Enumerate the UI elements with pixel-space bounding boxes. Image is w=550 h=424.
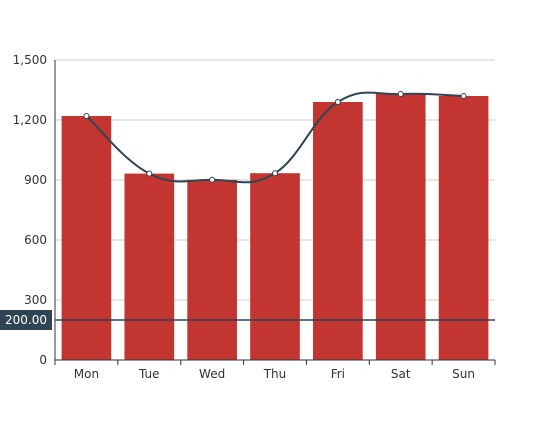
bar [250, 173, 300, 360]
line-point [397, 91, 404, 97]
reference-line-layer: 200.00 [0, 310, 495, 330]
y-tick-label: 900 [24, 173, 47, 187]
reference-line-label-bg [0, 310, 52, 330]
bar [61, 116, 112, 360]
bar [124, 173, 175, 360]
bar [187, 179, 237, 360]
x-tick-label: Tue [138, 367, 160, 381]
line-layer [83, 91, 467, 184]
line-point [209, 176, 216, 183]
x-tick-label: Sun [452, 367, 475, 381]
line-point [460, 93, 467, 99]
bar [438, 96, 489, 360]
x-tick-label: Fri [331, 367, 345, 381]
line-point [146, 170, 153, 177]
x-tick-label: Wed [199, 367, 225, 381]
y-tick-label: 1,200 [13, 113, 47, 127]
axis-layer: 0 300 600 900 1,200 1,500 Mon Tue Wed Thu Fri Sat Su… [13, 53, 496, 381]
y-tick-label: 0 [39, 353, 47, 367]
line-point [272, 170, 278, 177]
y-tick-label: 600 [24, 233, 47, 247]
bar [313, 102, 363, 360]
line-point [83, 113, 90, 119]
line-point [334, 99, 341, 105]
bar [375, 94, 426, 360]
y-tick-label: 1,500 [13, 53, 47, 67]
x-tick-label: Mon [74, 367, 99, 381]
x-tick-label: Thu [263, 367, 287, 381]
y-tick-label: 300 [24, 293, 47, 307]
x-tick-label: Sat [391, 367, 411, 381]
reference-line-label: 200.00 [5, 313, 47, 327]
bar-layer [61, 94, 489, 360]
